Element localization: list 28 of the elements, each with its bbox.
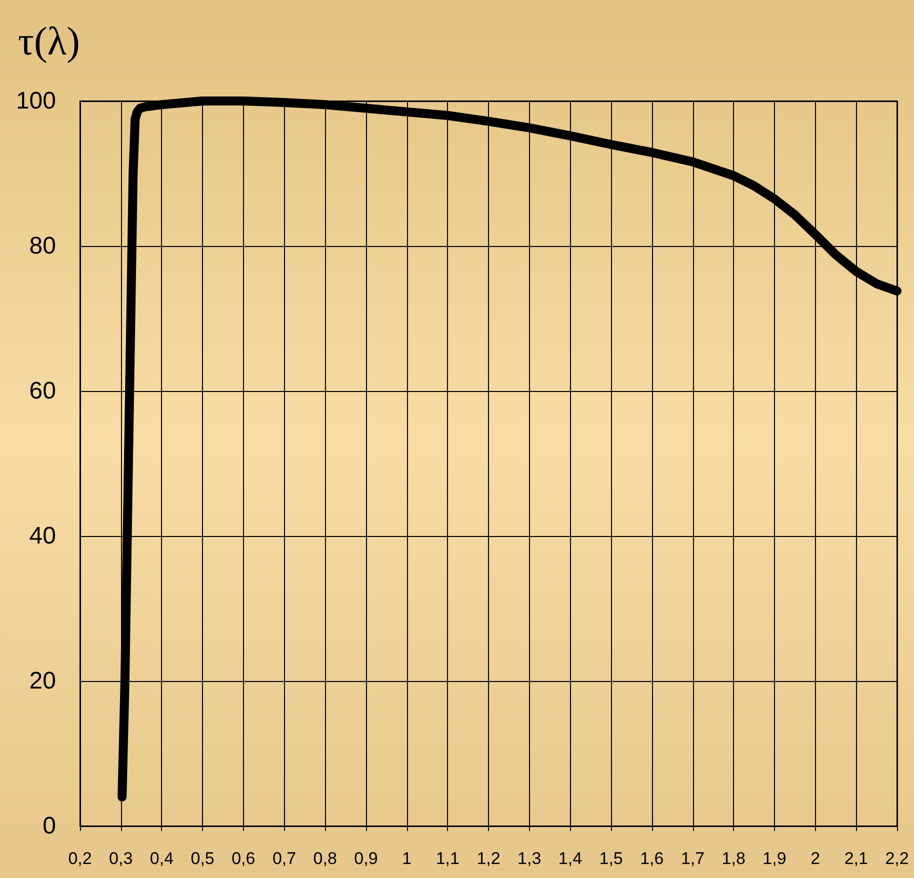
x-tick-label: 0,8 [313,849,337,868]
x-tick-label: 1 [402,849,412,868]
x-tick-label: 1,8 [722,849,746,868]
x-tick-label: 1,9 [762,849,786,868]
y-tick-label: 40 [29,522,56,550]
y-tick-label: 0 [42,812,56,840]
y-tick-label: 100 [16,88,56,114]
x-tick-label: 0,4 [150,849,174,868]
x-tick-label: 0,5 [190,849,214,868]
x-tick-label: 1,3 [518,849,542,868]
x-tick-label: 1,7 [680,849,705,868]
x-tick-label: 0,3 [109,849,133,868]
x-tick-label: 1,4 [558,849,582,868]
y-axis-title: τ(λ) [18,18,80,64]
x-tick-label: 1,6 [640,849,664,868]
y-tick-label: 60 [29,378,56,404]
x-tick-label: 0,9 [354,849,378,868]
x-tick-label: 0,6 [232,849,256,868]
x-tick-label: 2 [810,849,820,868]
y-tick-label: 20 [29,668,56,694]
x-tick-label: 0,7 [272,849,296,868]
x-tick-label: 2,2 [885,849,909,868]
x-tick-label: 2,1 [844,849,868,868]
x-tick-label: 0,2 [68,849,92,868]
x-tick-label: 1,2 [476,849,500,868]
x-tick-label: 1,1 [436,849,460,868]
y-tick-label: 80 [29,232,56,260]
x-tick-label: 1,5 [599,849,623,868]
